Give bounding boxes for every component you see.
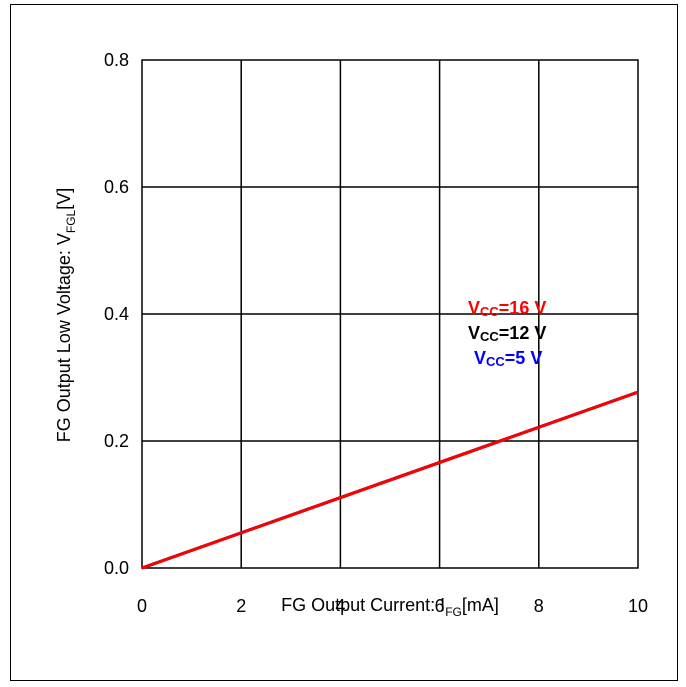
legend: VCC=16 V VCC=12 V VCC=5 V bbox=[468, 298, 546, 369]
legend-entry-vcc12: VCC=12 V bbox=[468, 323, 546, 344]
x-tick-label: 2 bbox=[236, 596, 246, 616]
y-tick-label: 0.8 bbox=[104, 50, 129, 70]
y-tick-labels: 0.0 0.2 0.4 0.6 0.8 bbox=[104, 50, 129, 578]
x-tick-label: 6 bbox=[435, 596, 445, 616]
series-line-vcc-16-v bbox=[141, 390, 639, 570]
y-tick-label: 0.2 bbox=[104, 431, 129, 451]
legend-entry-vcc16: VCC=16 V bbox=[468, 298, 546, 319]
gridlines bbox=[142, 60, 638, 568]
y-tick-label: 0.6 bbox=[104, 177, 129, 197]
x-tick-label: 0 bbox=[137, 596, 147, 616]
x-axis-title: FG Output Current: IFG[mA] bbox=[281, 595, 499, 619]
legend-entry-vcc5: VCC=5 V bbox=[474, 348, 542, 369]
plot-area bbox=[141, 59, 639, 569]
series-lines bbox=[141, 390, 639, 570]
x-tick-labels: 0 2 4 6 8 10 bbox=[137, 596, 648, 616]
x-tick-label: 10 bbox=[628, 596, 648, 616]
figure-frame bbox=[10, 4, 678, 681]
x-tick-label: 4 bbox=[335, 596, 345, 616]
y-tick-label: 0.0 bbox=[104, 558, 129, 578]
y-axis-title: FG Output Low Voltage: VFGL[V] bbox=[54, 188, 78, 442]
y-tick-label: 0.4 bbox=[104, 304, 129, 324]
x-tick-label: 8 bbox=[534, 596, 544, 616]
